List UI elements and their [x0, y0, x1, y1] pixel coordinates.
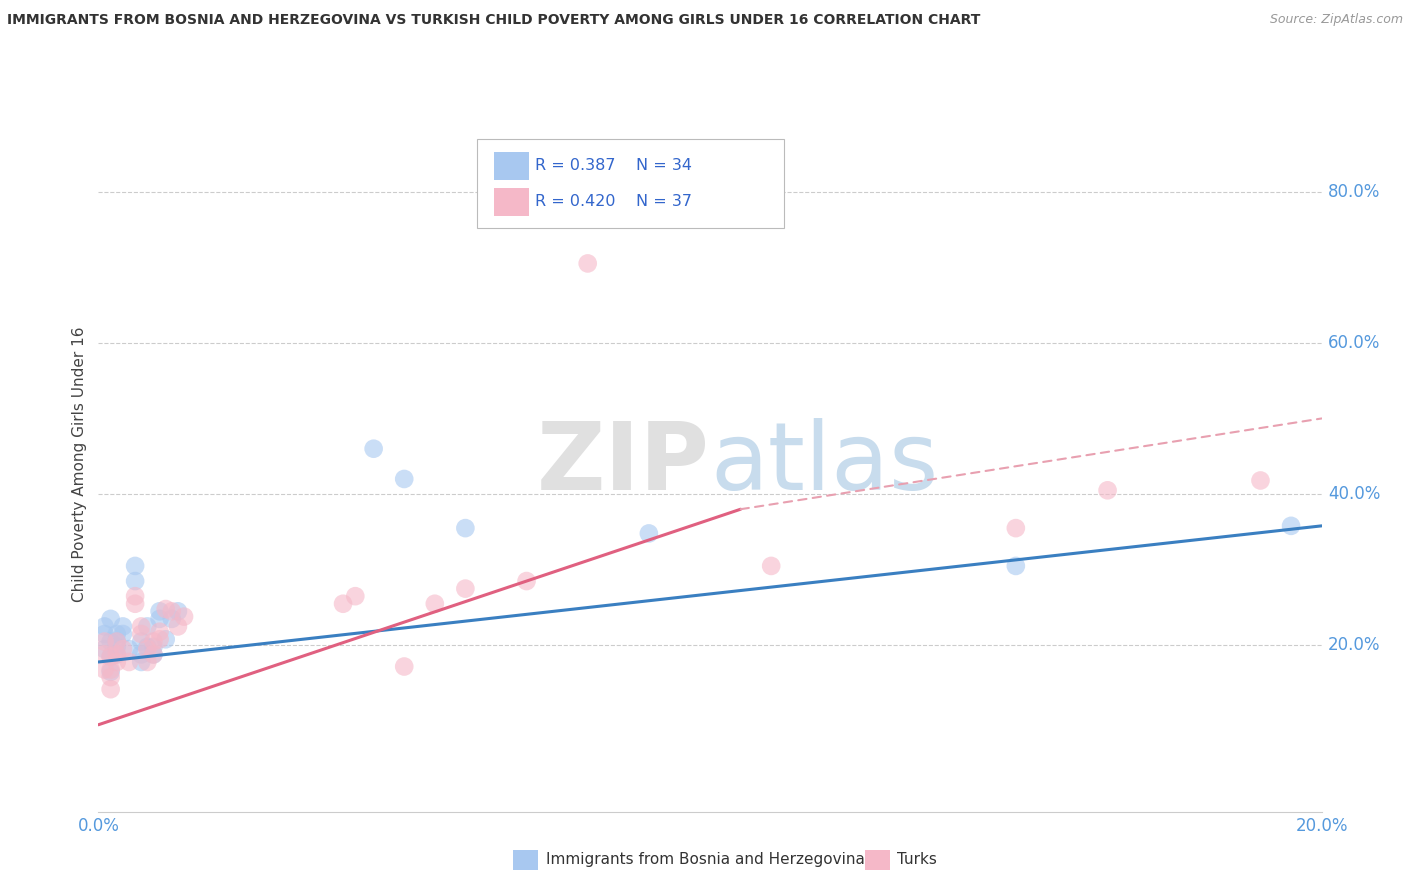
Point: [149, 612, 172, 626]
Point: [93, 663, 115, 677]
Point: [149, 632, 172, 647]
Point: [100, 682, 122, 697]
Point: [1004, 558, 1026, 573]
Point: [136, 640, 159, 654]
Text: 20.0%: 20.0%: [1327, 636, 1381, 655]
Point: [392, 659, 416, 673]
Point: [100, 665, 122, 679]
Point: [105, 655, 128, 669]
Point: [1004, 521, 1026, 535]
Point: [149, 604, 172, 618]
Point: [142, 634, 165, 648]
Point: [454, 582, 477, 596]
Point: [136, 642, 159, 657]
Point: [118, 642, 141, 657]
Point: [111, 619, 134, 633]
Point: [759, 558, 782, 573]
Point: [111, 642, 134, 657]
Text: Turks: Turks: [897, 853, 936, 867]
Point: [129, 655, 152, 669]
Point: [129, 619, 152, 633]
Point: [149, 624, 172, 639]
Point: [93, 627, 115, 641]
Point: [100, 612, 122, 626]
Text: 40.0%: 40.0%: [1327, 485, 1381, 503]
Text: 80.0%: 80.0%: [1327, 183, 1381, 201]
Point: [93, 634, 115, 648]
Point: [105, 640, 128, 654]
Point: [155, 602, 177, 616]
Point: [93, 619, 115, 633]
Point: [344, 589, 367, 603]
Point: [167, 619, 190, 633]
Point: [105, 634, 128, 648]
Point: [637, 526, 661, 541]
Point: [100, 663, 122, 677]
Point: [1249, 474, 1271, 488]
Point: [129, 634, 152, 648]
Point: [136, 619, 159, 633]
Point: [111, 627, 134, 641]
Point: [142, 648, 165, 662]
Text: IMMIGRANTS FROM BOSNIA AND HERZEGOVINA VS TURKISH CHILD POVERTY AMONG GIRLS UNDE: IMMIGRANTS FROM BOSNIA AND HERZEGOVINA V…: [7, 13, 980, 28]
Text: ZIP: ZIP: [537, 417, 710, 510]
Point: [105, 627, 128, 641]
Point: [100, 649, 122, 664]
Point: [124, 589, 146, 603]
Point: [100, 634, 122, 648]
Point: [160, 604, 183, 618]
Point: [160, 612, 183, 626]
Point: [363, 442, 385, 456]
Text: R = 0.387    N = 34: R = 0.387 N = 34: [534, 158, 692, 173]
Point: [100, 670, 122, 684]
Point: [392, 472, 416, 486]
Point: [1279, 519, 1302, 533]
Point: [93, 648, 115, 662]
Point: [155, 632, 177, 647]
Point: [129, 627, 152, 641]
Point: [105, 648, 128, 662]
Point: [142, 640, 165, 654]
Text: 60.0%: 60.0%: [1327, 334, 1381, 351]
Point: [129, 648, 152, 662]
Point: [124, 574, 146, 588]
Point: [516, 574, 538, 588]
Point: [332, 597, 354, 611]
Point: [100, 649, 122, 664]
Point: [173, 609, 195, 624]
Point: [93, 642, 115, 657]
Text: R = 0.420    N = 37: R = 0.420 N = 37: [534, 194, 692, 209]
Point: [105, 648, 128, 662]
Point: [454, 521, 477, 535]
Point: [136, 655, 159, 669]
Point: [124, 597, 146, 611]
Point: [167, 604, 190, 618]
Point: [105, 634, 128, 648]
Text: Source: ZipAtlas.com: Source: ZipAtlas.com: [1270, 13, 1403, 27]
Point: [423, 597, 446, 611]
Point: [118, 655, 141, 669]
Point: [1097, 483, 1119, 498]
Point: [124, 558, 146, 573]
Text: atlas: atlas: [710, 417, 938, 510]
Point: [142, 648, 165, 662]
Y-axis label: Child Poverty Among Girls Under 16: Child Poverty Among Girls Under 16: [72, 326, 87, 601]
Text: Immigrants from Bosnia and Herzegovina: Immigrants from Bosnia and Herzegovina: [546, 853, 865, 867]
Point: [576, 256, 599, 270]
